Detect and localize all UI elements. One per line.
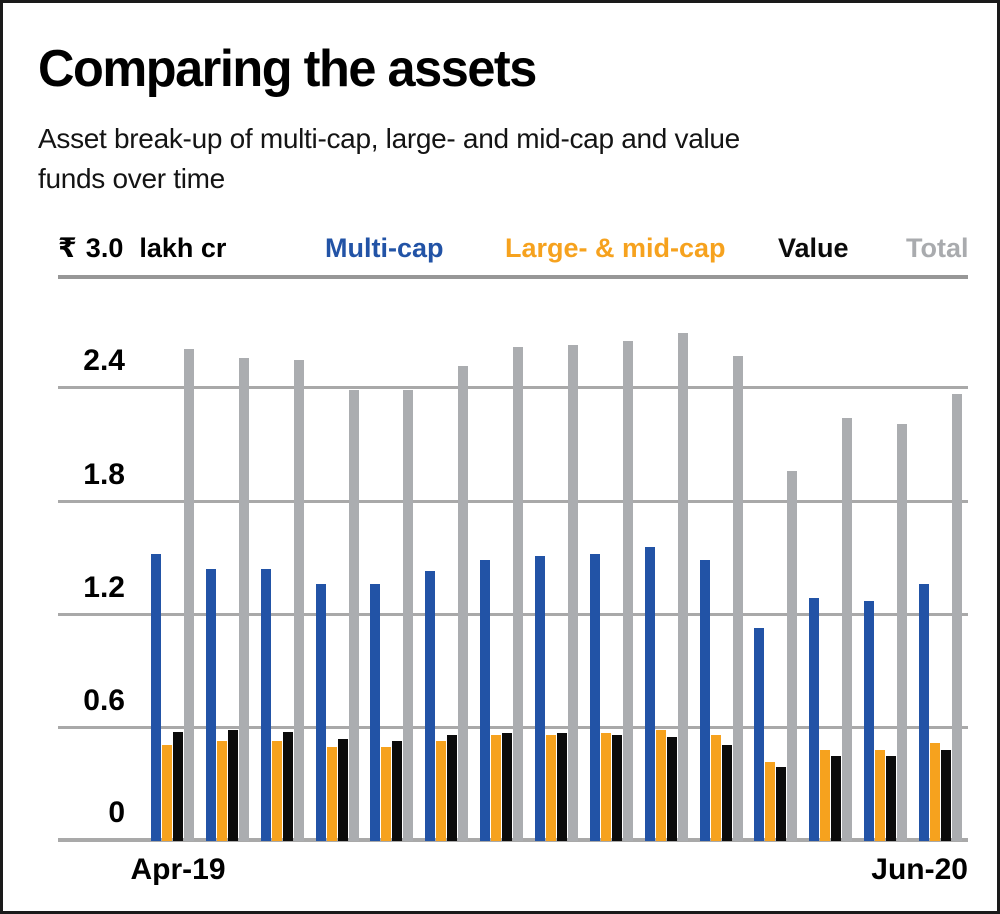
bar-total-mar-20 [787,471,797,841]
legend-item-large-mid-cap: Large- & mid-cap [505,233,726,263]
bar-value-feb-20 [722,745,732,841]
bar-multi-cap-may-20 [864,601,874,841]
bar-large-mid-cap-sep-19 [436,741,446,841]
bar-multi-cap-aug-19 [370,584,380,841]
gridline-3-0 [58,275,968,279]
bar-total-aug-19 [403,390,413,841]
bar-multi-cap-nov-19 [535,556,545,841]
bar-multi-cap-feb-20 [700,560,710,841]
rupee-symbol: ₹ [58,233,77,263]
plot-area: 2.4 1.8 1.2 0.6 0 Apr-19 Jun-20 [58,275,968,886]
chart-subtitle-line1: Asset break-up of multi-cap, large- and … [38,123,740,154]
axis-max-value: 3.0 [85,233,124,263]
bar-value-nov-19 [557,733,567,841]
legend-item-total: Total [906,233,969,263]
bar-total-feb-20 [733,356,743,841]
bar-total-may-20 [897,424,907,841]
legend-item-value: Value [778,233,849,263]
bar-multi-cap-may-19 [206,569,216,841]
bar-multi-cap-sep-19 [425,571,435,841]
bar-multi-cap-oct-19 [480,560,490,841]
bar-large-mid-cap-dec-19 [601,733,611,841]
bar-total-jul-19 [349,390,359,841]
bar-total-apr-20 [842,418,852,841]
bar-value-apr-20 [831,756,841,841]
y-tick-0-6: 0.6 [83,684,125,717]
axis-unit-text: lakh cr [139,233,227,263]
bar-value-jun-19 [283,732,293,841]
bar-total-sep-19 [458,366,468,841]
bar-large-mid-cap-aug-19 [381,747,391,841]
bar-large-mid-cap-apr-20 [820,750,830,841]
bar-value-oct-19 [502,733,512,841]
bar-value-mar-20 [776,767,786,841]
bar-multi-cap-jun-20 [919,584,929,841]
y-tick-1-8: 1.8 [83,458,125,491]
bar-total-apr-19 [184,349,194,841]
bar-multi-cap-apr-20 [809,598,819,841]
bar-large-mid-cap-jul-19 [327,747,337,841]
bar-total-jun-20 [952,394,962,841]
bar-value-aug-19 [392,741,402,841]
bar-total-dec-19 [623,341,633,841]
bar-total-oct-19 [513,347,523,841]
page-title: Comparing the assets [38,40,537,98]
bar-multi-cap-jul-19 [316,584,326,841]
y-tick-2-4: 2.4 [83,344,125,377]
bar-value-jun-20 [941,750,951,841]
bar-large-mid-cap-feb-20 [711,735,721,841]
bar-value-sep-19 [447,735,457,841]
legend-item-multi-cap: Multi-cap [325,233,444,263]
bar-large-mid-cap-oct-19 [491,735,501,841]
bar-large-mid-cap-apr-19 [162,745,172,841]
bar-large-mid-cap-jun-19 [272,741,282,841]
bar-large-mid-cap-may-20 [875,750,885,841]
bar-large-mid-cap-may-19 [217,741,227,841]
bar-value-may-19 [228,730,238,841]
bar-value-jul-19 [338,739,348,841]
bar-total-nov-19 [568,345,578,841]
chart-subtitle: Asset break-up of multi-cap, large- and … [38,119,740,199]
bar-large-mid-cap-nov-19 [546,735,556,841]
x-tick-apr-19: Apr-19 [130,853,226,886]
y-tick-0: 0 [108,796,125,829]
bar-multi-cap-jan-20 [645,547,655,841]
bar-large-mid-cap-jun-20 [930,743,940,841]
chart-subtitle-line2: funds over time [38,163,225,194]
bar-total-jan-20 [678,333,688,841]
y-tick-1-2: 1.2 [83,571,125,604]
legend: ₹3.0 lakh cr Multi-cap Large- & mid-cap V… [3,233,997,273]
bar-multi-cap-dec-19 [590,554,600,841]
bar-value-apr-19 [173,732,183,841]
bar-total-jun-19 [294,360,304,841]
bar-large-mid-cap-mar-20 [765,762,775,841]
axis-unit-label: ₹3.0 lakh cr [58,233,226,264]
bar-value-may-20 [886,756,896,841]
bar-multi-cap-jun-19 [261,569,271,841]
bar-multi-cap-apr-19 [151,554,161,841]
bar-value-dec-19 [612,735,622,841]
bar-value-jan-20 [667,737,677,841]
bar-multi-cap-mar-20 [754,628,764,841]
x-tick-jun-20: Jun-20 [871,853,968,886]
bar-total-may-19 [239,358,249,841]
bar-large-mid-cap-jan-20 [656,730,666,841]
